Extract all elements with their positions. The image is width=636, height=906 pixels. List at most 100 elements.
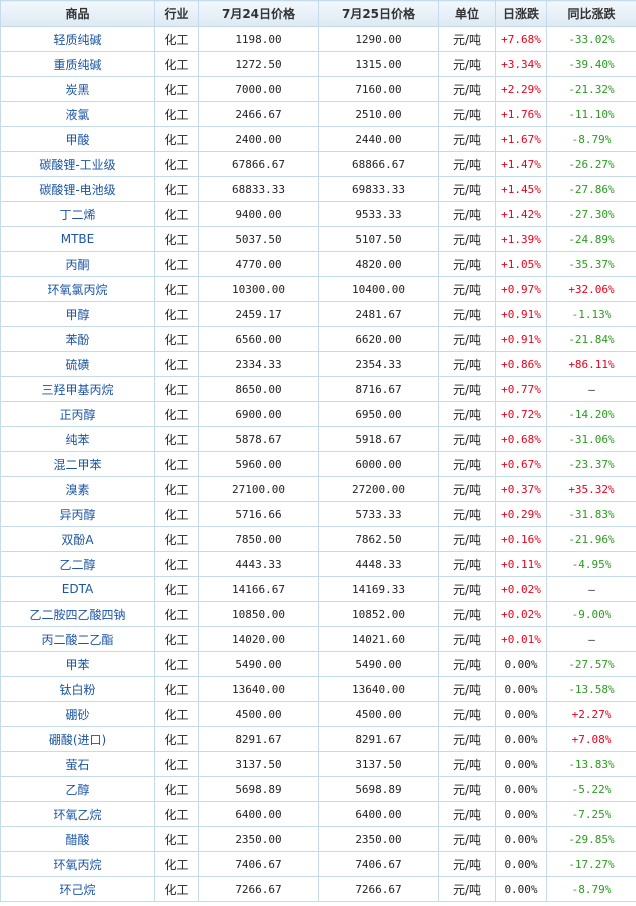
daily-change-cell: +0.29% bbox=[495, 501, 547, 527]
table-row: 硼砂 化工 4500.00 4500.00 元/吨 0.00% +2.27% bbox=[0, 701, 636, 727]
yoy-change-cell: -27.30% bbox=[546, 201, 636, 227]
price-jul25-cell: 27200.00 bbox=[318, 476, 439, 502]
product-name-link[interactable]: 硼酸(进口) bbox=[0, 726, 155, 752]
table-row: 萤石 化工 3137.50 3137.50 元/吨 0.00% -13.83% bbox=[0, 751, 636, 777]
industry-cell: 化工 bbox=[154, 301, 199, 327]
unit-cell: 元/吨 bbox=[438, 126, 496, 152]
unit-cell: 元/吨 bbox=[438, 751, 496, 777]
product-name-link[interactable]: 环氧丙烷 bbox=[0, 851, 155, 877]
product-name-link[interactable]: 乙二胺四乙酸四钠 bbox=[0, 601, 155, 627]
product-name-link[interactable]: 双酚A bbox=[0, 526, 155, 552]
price-jul25-cell: 6620.00 bbox=[318, 326, 439, 352]
industry-cell: 化工 bbox=[154, 126, 199, 152]
unit-cell: 元/吨 bbox=[438, 201, 496, 227]
price-jul24-cell: 5960.00 bbox=[198, 451, 319, 477]
price-jul25-cell: 2440.00 bbox=[318, 126, 439, 152]
table-row: 溴素 化工 27100.00 27200.00 元/吨 +0.37% +35.32% bbox=[0, 476, 636, 502]
product-name-link[interactable]: 碳酸锂-工业级 bbox=[0, 151, 155, 177]
product-name-link[interactable]: EDTA bbox=[0, 576, 155, 602]
unit-cell: 元/吨 bbox=[438, 226, 496, 252]
product-name-link[interactable]: 环己烷 bbox=[0, 876, 155, 902]
unit-cell: 元/吨 bbox=[438, 176, 496, 202]
product-name-link[interactable]: 混二甲苯 bbox=[0, 451, 155, 477]
price-jul24-cell: 5490.00 bbox=[198, 651, 319, 677]
product-name-link[interactable]: 炭黑 bbox=[0, 76, 155, 102]
industry-cell: 化工 bbox=[154, 526, 199, 552]
product-name-link[interactable]: 轻质纯碱 bbox=[0, 26, 155, 52]
unit-cell: 元/吨 bbox=[438, 301, 496, 327]
product-name-link[interactable]: 三羟甲基丙烷 bbox=[0, 376, 155, 402]
table-row: 甲酸 化工 2400.00 2440.00 元/吨 +1.67% -8.79% bbox=[0, 126, 636, 152]
table-row: 钛白粉 化工 13640.00 13640.00 元/吨 0.00% -13.58% bbox=[0, 676, 636, 702]
header-price-jul25: 7月25日价格 bbox=[318, 0, 439, 27]
unit-cell: 元/吨 bbox=[438, 151, 496, 177]
daily-change-cell: +0.72% bbox=[495, 401, 547, 427]
daily-change-cell: 0.00% bbox=[495, 826, 547, 852]
daily-change-cell: +0.11% bbox=[495, 551, 547, 577]
product-name-link[interactable]: 乙二醇 bbox=[0, 551, 155, 577]
product-name-link[interactable]: 丁二烯 bbox=[0, 201, 155, 227]
price-jul24-cell: 14166.67 bbox=[198, 576, 319, 602]
table-row: 环氧乙烷 化工 6400.00 6400.00 元/吨 0.00% -7.25% bbox=[0, 801, 636, 827]
table-row: 异丙醇 化工 5716.66 5733.33 元/吨 +0.29% -31.83% bbox=[0, 501, 636, 527]
product-name-link[interactable]: 重质纯碱 bbox=[0, 51, 155, 77]
price-jul25-cell: 13640.00 bbox=[318, 676, 439, 702]
product-name-link[interactable]: 甲酸 bbox=[0, 126, 155, 152]
product-name-link[interactable]: 乙醇 bbox=[0, 776, 155, 802]
table-row: 丁二烯 化工 9400.00 9533.33 元/吨 +1.42% -27.30% bbox=[0, 201, 636, 227]
product-name-link[interactable]: 液氯 bbox=[0, 101, 155, 127]
product-name-link[interactable]: 溴素 bbox=[0, 476, 155, 502]
price-jul25-cell: 2510.00 bbox=[318, 101, 439, 127]
price-jul25-cell: 7266.67 bbox=[318, 876, 439, 902]
price-jul25-cell: 8716.67 bbox=[318, 376, 439, 402]
yoy-change-cell: +32.06% bbox=[546, 276, 636, 302]
product-name-link[interactable]: 钛白粉 bbox=[0, 676, 155, 702]
price-jul24-cell: 4770.00 bbox=[198, 251, 319, 277]
unit-cell: 元/吨 bbox=[438, 326, 496, 352]
product-name-link[interactable]: 硫磺 bbox=[0, 351, 155, 377]
daily-change-cell: +1.76% bbox=[495, 101, 547, 127]
product-name-link[interactable]: 纯苯 bbox=[0, 426, 155, 452]
product-name-link[interactable]: 硼砂 bbox=[0, 701, 155, 727]
product-name-link[interactable]: 丙二酸二乙酯 bbox=[0, 626, 155, 652]
product-name-link[interactable]: MTBE bbox=[0, 226, 155, 252]
table-body: 轻质纯碱 化工 1198.00 1290.00 元/吨 +7.68% -33.02% 重质纯碱… bbox=[0, 26, 636, 902]
product-name-link[interactable]: 苯酚 bbox=[0, 326, 155, 352]
header-row: 商品 行业 7月24日价格 7月25日价格 单位 日涨跌 同比涨跌 bbox=[0, 0, 636, 27]
price-jul24-cell: 14020.00 bbox=[198, 626, 319, 652]
yoy-change-cell: +2.27% bbox=[546, 701, 636, 727]
product-name-link[interactable]: 萤石 bbox=[0, 751, 155, 777]
product-name-link[interactable]: 甲醇 bbox=[0, 301, 155, 327]
price-jul25-cell: 5918.67 bbox=[318, 426, 439, 452]
product-name-link[interactable]: 环氧氯丙烷 bbox=[0, 276, 155, 302]
industry-cell: 化工 bbox=[154, 251, 199, 277]
product-name-link[interactable]: 碳酸锂-电池级 bbox=[0, 176, 155, 202]
product-name-link[interactable]: 甲苯 bbox=[0, 651, 155, 677]
price-jul24-cell: 2334.33 bbox=[198, 351, 319, 377]
table-row: 双酚A 化工 7850.00 7862.50 元/吨 +0.16% -21.96% bbox=[0, 526, 636, 552]
product-name-link[interactable]: 丙酮 bbox=[0, 251, 155, 277]
product-name-link[interactable]: 异丙醇 bbox=[0, 501, 155, 527]
yoy-change-cell: -39.40% bbox=[546, 51, 636, 77]
price-jul24-cell: 5716.66 bbox=[198, 501, 319, 527]
daily-change-cell: 0.00% bbox=[495, 701, 547, 727]
table-row: 甲醇 化工 2459.17 2481.67 元/吨 +0.91% -1.13% bbox=[0, 301, 636, 327]
yoy-change-cell: +7.08% bbox=[546, 726, 636, 752]
product-name-link[interactable]: 正丙醇 bbox=[0, 401, 155, 427]
price-jul25-cell: 3137.50 bbox=[318, 751, 439, 777]
product-name-link[interactable]: 醋酸 bbox=[0, 826, 155, 852]
industry-cell: 化工 bbox=[154, 676, 199, 702]
industry-cell: 化工 bbox=[154, 501, 199, 527]
price-jul24-cell: 10850.00 bbox=[198, 601, 319, 627]
industry-cell: 化工 bbox=[154, 451, 199, 477]
price-jul25-cell: 5733.33 bbox=[318, 501, 439, 527]
daily-change-cell: +1.67% bbox=[495, 126, 547, 152]
industry-cell: 化工 bbox=[154, 776, 199, 802]
price-jul24-cell: 8291.67 bbox=[198, 726, 319, 752]
yoy-change-cell: — bbox=[546, 376, 636, 402]
table-row: EDTA 化工 14166.67 14169.33 元/吨 +0.02% — bbox=[0, 576, 636, 602]
product-name-link[interactable]: 环氧乙烷 bbox=[0, 801, 155, 827]
daily-change-cell: +1.42% bbox=[495, 201, 547, 227]
header-daily-change: 日涨跌 bbox=[495, 0, 547, 27]
industry-cell: 化工 bbox=[154, 426, 199, 452]
